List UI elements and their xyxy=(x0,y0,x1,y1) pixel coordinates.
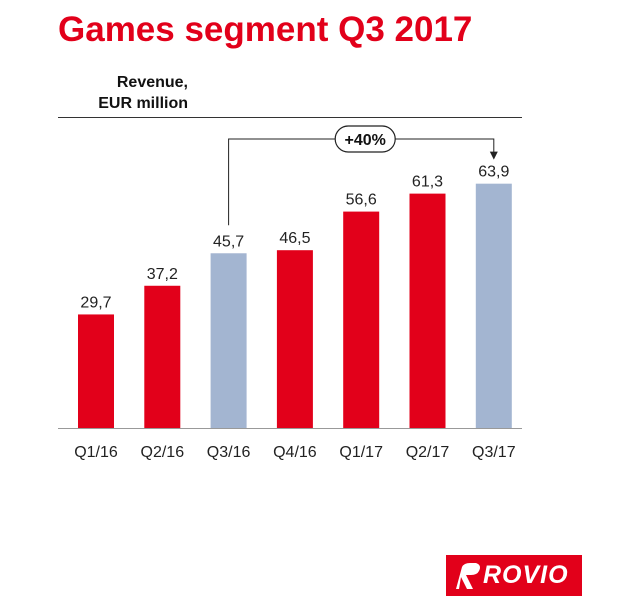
growth-annotation-arrowhead xyxy=(489,151,498,160)
bar-Q2-16 xyxy=(144,285,181,428)
x-tick-label-Q3-16: Q3/16 xyxy=(207,444,251,461)
y-axis-label-line-1: Revenue, xyxy=(116,74,188,91)
y-axis-label-line-2: EUR million xyxy=(98,95,188,112)
x-tick-label-Q2-17: Q2/17 xyxy=(406,444,450,461)
data-label-Q3-16: 45,7 xyxy=(213,233,244,250)
x-tick-label-Q1-16: Q1/16 xyxy=(74,444,118,461)
data-label-Q2-16: 37,2 xyxy=(147,266,178,283)
x-tick-label-Q1-17: Q1/17 xyxy=(339,444,383,461)
data-label-Q1-17: 56,6 xyxy=(346,192,377,209)
x-tick-label-Q4-16: Q4/16 xyxy=(273,444,317,461)
data-label-Q4-16: 46,5 xyxy=(279,230,310,247)
data-label-Q2-17: 61,3 xyxy=(412,174,443,191)
data-label-Q1-16: 29,7 xyxy=(80,294,111,311)
bar-Q1-16 xyxy=(78,314,114,428)
bar-Q2-17 xyxy=(409,193,446,428)
y-axis-label: Revenue, EUR million xyxy=(98,72,188,114)
bar-Q3-16 xyxy=(210,253,247,428)
growth-annotation-pill xyxy=(334,125,396,153)
bar-Q1-17 xyxy=(343,211,380,428)
data-label-Q3-17: 63,9 xyxy=(478,164,509,181)
x-tick-label-Q3-17: Q3/17 xyxy=(472,444,516,461)
rovio-logo: ROVIO xyxy=(446,555,582,596)
chart-title: Games segment Q3 2017 xyxy=(58,10,473,49)
header-rule xyxy=(58,117,522,118)
x-tick-label-Q2-16: Q2/16 xyxy=(141,444,185,461)
rovio-bird-icon xyxy=(456,563,480,589)
logo-wordmark: ROVIO xyxy=(483,561,569,589)
growth-annotation-label: +40% xyxy=(345,132,386,149)
bar-Q4-16 xyxy=(276,250,313,428)
bar-Q3-17 xyxy=(475,183,512,428)
